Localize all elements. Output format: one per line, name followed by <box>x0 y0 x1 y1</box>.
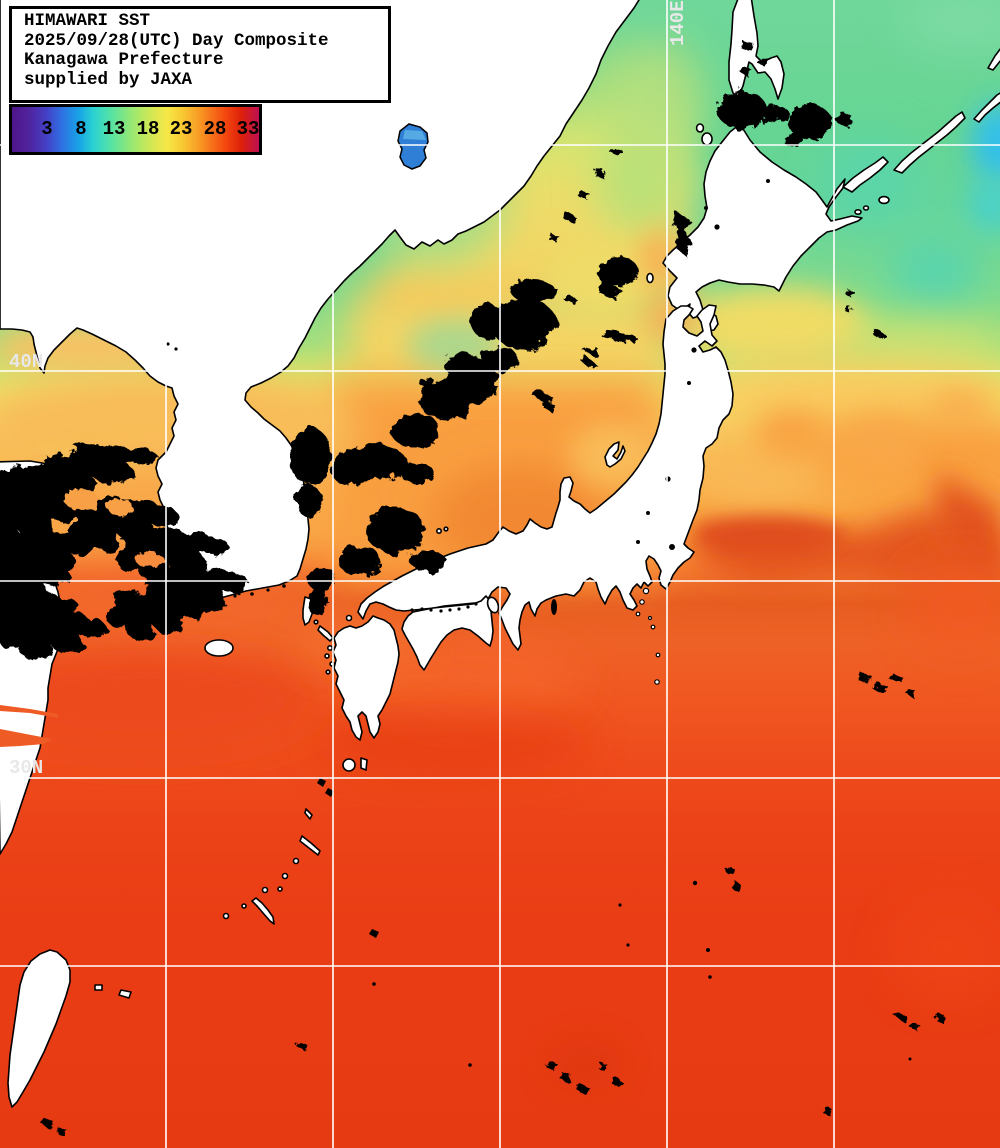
svg-text:40N: 40N <box>9 351 43 373</box>
svg-text:30N: 30N <box>9 757 43 779</box>
svg-text:140E: 140E <box>667 0 689 46</box>
